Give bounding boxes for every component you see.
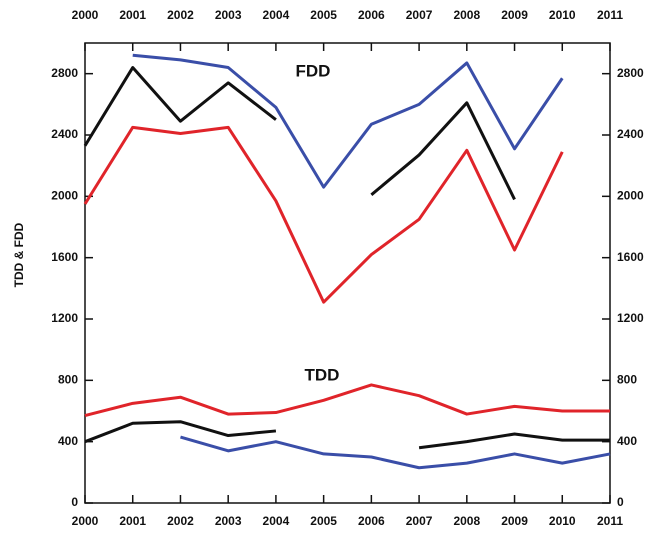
x-top-tick-label: 2009 — [501, 8, 528, 22]
x-tick-label: 2006 — [358, 514, 385, 528]
series-line — [83, 125, 564, 304]
y-tick-label: 2000 — [51, 189, 78, 203]
x-tick-label: 2003 — [215, 514, 242, 528]
series-line — [83, 66, 516, 201]
x-tick-label: 2011 — [597, 514, 623, 528]
x-top-tick-label: 2010 — [549, 8, 576, 22]
annotation: FDD — [296, 61, 331, 80]
annotation: TDD — [305, 365, 340, 384]
series-line — [84, 420, 610, 450]
x-top-tick-label: 2002 — [167, 8, 194, 22]
x-tick-label: 2007 — [406, 514, 433, 528]
series-line — [84, 383, 610, 418]
x-top-tick-label: 2005 — [310, 8, 337, 22]
y2-tick-label: 2400 — [617, 127, 644, 141]
x-tick-label: 2008 — [453, 514, 480, 528]
x-top-tick-label: 2011 — [597, 8, 623, 22]
y-tick-label: 800 — [58, 373, 78, 387]
y-tick-label: 0 — [71, 495, 78, 509]
y2-tick-label: 1200 — [617, 311, 644, 325]
plot-frame — [84, 42, 611, 504]
series-line — [132, 53, 564, 189]
y2-tick-label: 800 — [617, 373, 637, 387]
x-top-tick-label: 2000 — [72, 8, 99, 22]
x-top-tick-label: 2003 — [215, 8, 242, 22]
x-top-tick-label: 2004 — [263, 8, 290, 22]
y2-tick-label: 0 — [617, 495, 624, 509]
x-tick-label: 2000 — [72, 514, 99, 528]
y-axis-label: TDD & FDD — [12, 222, 26, 287]
y2-tick-label: 400 — [617, 434, 637, 448]
y-tick-label: 2400 — [51, 127, 78, 141]
y2-tick-label: 2000 — [617, 189, 644, 203]
y2-tick-label: 1600 — [617, 250, 644, 264]
x-top-tick-label: 2008 — [453, 8, 480, 22]
x-tick-label: 2001 — [119, 514, 146, 528]
x-tick-label: 2009 — [501, 514, 528, 528]
y-tick-label: 2800 — [51, 66, 78, 80]
y-tick-label: 1600 — [51, 250, 78, 264]
x-tick-label: 2004 — [263, 514, 290, 528]
y-tick-label: 400 — [58, 434, 78, 448]
x-tick-label: 2002 — [167, 514, 194, 528]
series-line — [180, 435, 611, 470]
y-tick-label: 1200 — [51, 311, 78, 325]
x-top-tick-label: 2007 — [406, 8, 433, 22]
x-tick-label: 2010 — [549, 514, 576, 528]
x-top-tick-label: 2001 — [119, 8, 146, 22]
x-top-tick-label: 2006 — [358, 8, 385, 22]
y2-tick-label: 2800 — [617, 66, 644, 80]
x-tick-label: 2005 — [310, 514, 337, 528]
